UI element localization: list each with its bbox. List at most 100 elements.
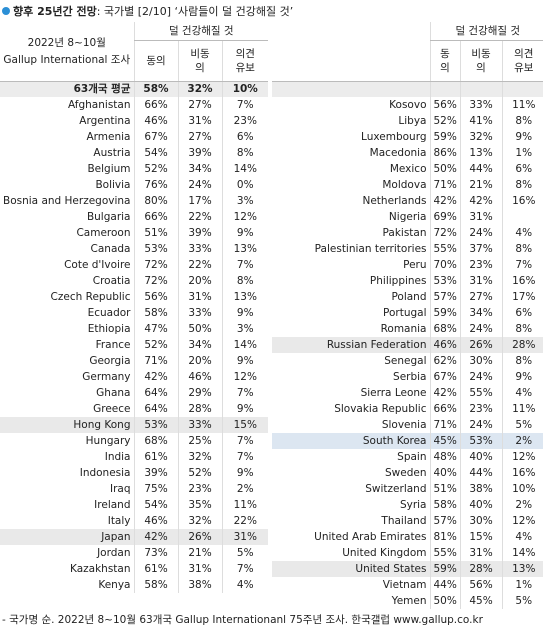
data-row: Thailand 57% 30% 12%	[272, 513, 543, 529]
value: 73%	[133, 545, 178, 561]
value: 66%	[133, 97, 178, 113]
data-row: Pakistan 72% 24% 4%	[272, 225, 543, 241]
value: 4%	[501, 529, 543, 545]
value: 8%	[221, 273, 269, 289]
value: 33%	[177, 305, 222, 321]
average-row: 63개국 평균 58% 32% 10%	[0, 81, 269, 97]
value: 32%	[177, 449, 222, 465]
data-row: South Korea 45% 53% 2%	[272, 433, 543, 449]
value: 15%	[459, 529, 502, 545]
value: 72%	[133, 257, 178, 273]
country: India	[104, 450, 131, 463]
value: 55%	[459, 385, 502, 401]
data-row: Senegal 62% 30% 8%	[272, 353, 543, 369]
country: Luxembourg	[361, 130, 427, 143]
data-row: Netherlands 42% 42% 16%	[272, 193, 543, 209]
data-row: Slovakia Republic 66% 23% 11%	[272, 401, 543, 417]
country: Ethiopia	[87, 322, 131, 335]
value: 52%	[133, 161, 178, 177]
value: 30%	[459, 513, 502, 529]
data-row: Bolivia 76% 24% 0%	[0, 177, 269, 193]
country: Moldova	[382, 178, 427, 191]
country: Canada	[90, 242, 131, 255]
value: 5%	[221, 545, 269, 561]
value: 7%	[221, 433, 269, 449]
data-row: Ecuador 58% 33% 9%	[0, 305, 269, 321]
data-row: Yemen 50% 45% 5%	[272, 593, 543, 609]
cell	[459, 81, 502, 97]
value: 20%	[177, 353, 222, 369]
country: Switzerland	[365, 482, 427, 495]
value: 31%	[459, 273, 502, 289]
country: Jordan	[97, 546, 131, 559]
country: Syria	[399, 498, 427, 511]
value: 9%	[221, 225, 269, 241]
column-header: 의견 유보	[221, 40, 269, 82]
cell	[501, 81, 543, 97]
value: 41%	[459, 113, 502, 129]
data-row: India 61% 32% 7%	[0, 449, 269, 465]
value: 58%	[133, 305, 178, 321]
value: 26%	[177, 529, 222, 545]
country: Senegal	[384, 354, 427, 367]
value: 7%	[221, 449, 269, 465]
group-header: 덜 건강해질 것	[133, 22, 269, 41]
value: 9%	[221, 465, 269, 481]
data-row: Afghanistan 66% 27% 7%	[0, 97, 269, 113]
data-row: Czech Republic 56% 31% 13%	[0, 289, 269, 305]
cell	[272, 81, 430, 97]
country: Iraq	[109, 482, 131, 495]
value: 68%	[429, 321, 460, 337]
value: 75%	[133, 481, 178, 497]
value: 34%	[177, 161, 222, 177]
value: 7%	[221, 97, 269, 113]
country: Czech Republic	[50, 290, 131, 303]
value: 57%	[429, 289, 460, 305]
value: 9%	[221, 353, 269, 369]
country: United States	[272, 561, 430, 577]
country: Hong Kong	[0, 417, 134, 433]
value: 40%	[459, 449, 502, 465]
header-row: 동의 비동의 의견 유보	[0, 40, 269, 82]
value	[501, 209, 543, 225]
value: 71%	[429, 177, 460, 193]
value: 64%	[133, 401, 178, 417]
country: Austria	[93, 146, 131, 159]
data-row: Japan 42% 26% 31%	[0, 529, 269, 545]
value: 54%	[133, 145, 178, 161]
value: 17%	[177, 193, 222, 209]
header-label	[272, 22, 430, 82]
country: Poland	[391, 290, 427, 303]
value: 29%	[177, 385, 222, 401]
value: 56%	[133, 289, 178, 305]
value: 67%	[429, 369, 460, 385]
data-row: United Kingdom 55% 31% 14%	[272, 545, 543, 561]
value: 28%	[501, 337, 543, 353]
value: 9%	[501, 369, 543, 385]
value: 31%	[459, 545, 502, 561]
value: 34%	[459, 305, 502, 321]
value: 7%	[221, 257, 269, 273]
value: 21%	[459, 177, 502, 193]
value: 72%	[133, 273, 178, 289]
value: 3%	[221, 321, 269, 337]
value: 30%	[459, 353, 502, 369]
bullet	[2, 7, 10, 15]
country: Kenya	[98, 578, 131, 591]
country: United Arab Emirates	[314, 530, 427, 543]
value: 76%	[133, 177, 178, 193]
value: 61%	[133, 449, 178, 465]
value: 58%	[133, 577, 178, 593]
value: 2%	[221, 481, 269, 497]
data-row: Croatia 72% 20% 8%	[0, 273, 269, 289]
country: Bolivia	[95, 178, 131, 191]
value: 46%	[177, 369, 222, 385]
country: Armenia	[86, 130, 131, 143]
value: 24%	[459, 369, 502, 385]
value: 8%	[221, 145, 269, 161]
header-period: 2022년 8~10월	[27, 36, 106, 49]
value: 16%	[501, 193, 543, 209]
title-rest: : 국가별 [2/10] ‘사람들이 덜 건강해질 것’	[96, 5, 294, 18]
value: 54%	[133, 497, 178, 513]
value: 50%	[429, 593, 460, 609]
